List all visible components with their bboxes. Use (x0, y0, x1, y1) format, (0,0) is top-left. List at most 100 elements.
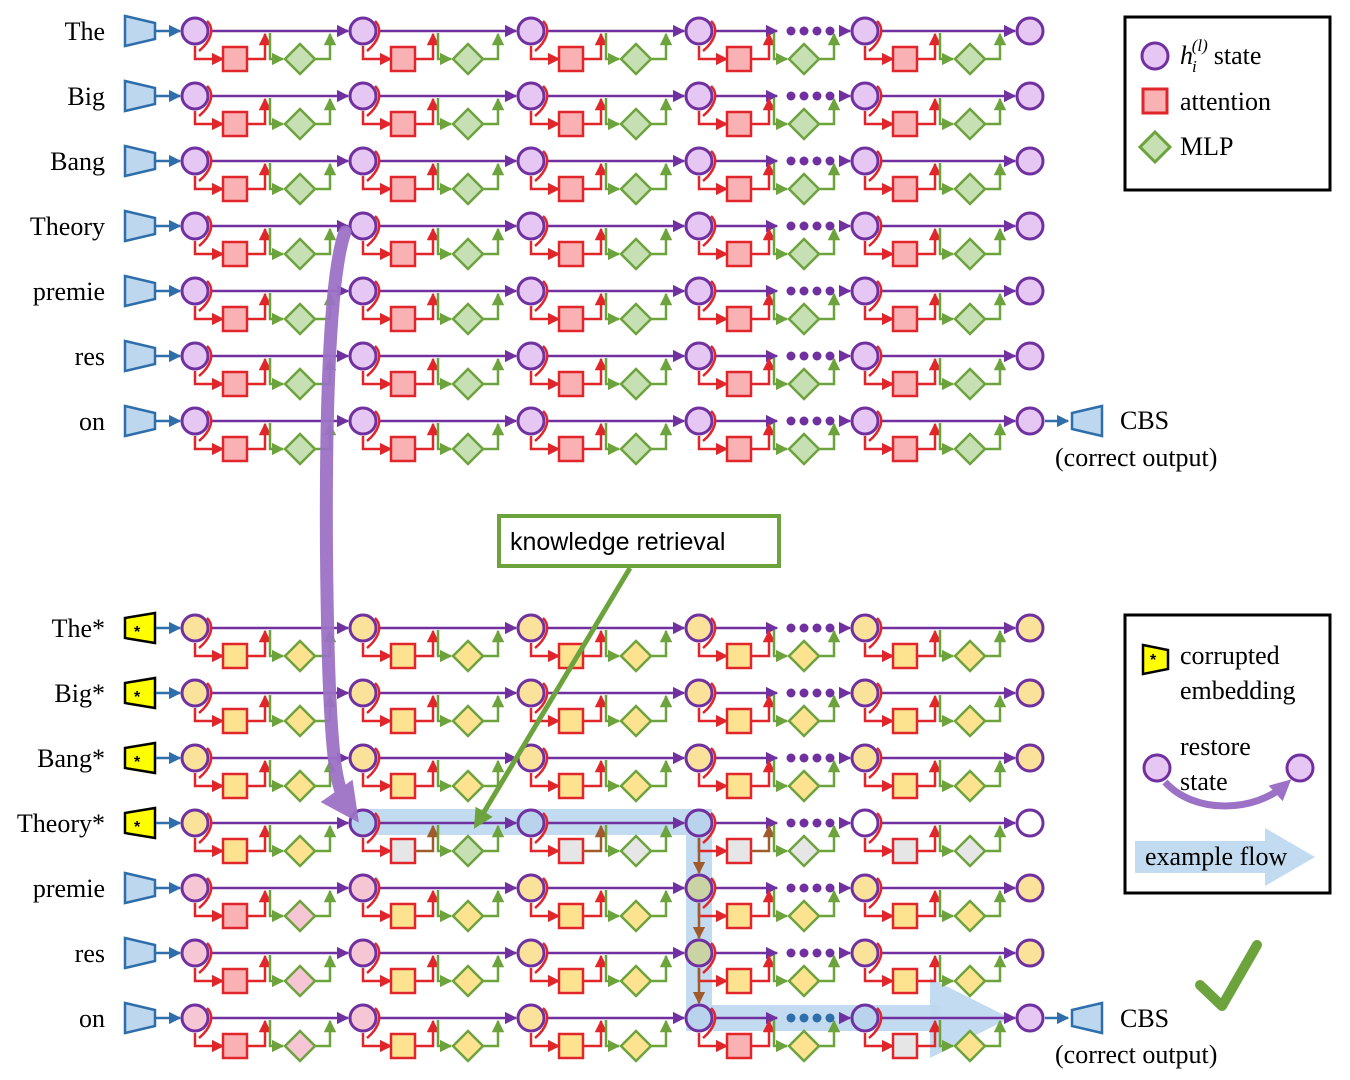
hidden-state-node (180, 743, 210, 773)
attention-curve (198, 942, 213, 974)
mlp-input (268, 825, 285, 858)
attention-block (221, 110, 249, 138)
attention-output (917, 357, 942, 386)
attention-curve (366, 1007, 381, 1039)
mlp-input (772, 825, 789, 858)
mlp-block (451, 769, 485, 803)
attention-output (415, 97, 440, 126)
mlp-block (619, 639, 653, 673)
hidden-state-node (684, 678, 714, 708)
mlp-output (483, 292, 505, 321)
attention-curve (702, 942, 717, 974)
attention-block (389, 45, 417, 73)
mlp-output (985, 629, 1007, 658)
attention-input (529, 968, 561, 988)
attention-curve (868, 1007, 883, 1039)
attention-input (193, 176, 225, 196)
attention-output (247, 694, 272, 723)
attention-block (891, 837, 919, 865)
attention-block (221, 435, 249, 463)
asterisk-icon: * (134, 689, 141, 706)
hidden-state-node (1015, 406, 1045, 436)
attention-output (917, 889, 942, 918)
attention-output (583, 694, 608, 723)
hidden-state-node (1015, 146, 1045, 176)
layer-row: * (123, 741, 1045, 803)
legend-restore-line1: restore (1180, 732, 1251, 761)
attention-block (389, 642, 417, 670)
attention-input (697, 371, 729, 391)
hidden-state-node (348, 341, 378, 371)
attention-output (415, 824, 440, 853)
attention-block (891, 175, 919, 203)
attention-output (247, 954, 272, 983)
attention-output (917, 422, 942, 451)
attention-curve (868, 345, 883, 377)
attention-output (247, 1019, 272, 1048)
ellipsis-dot (799, 753, 809, 763)
mlp-output (651, 1019, 673, 1048)
attention-curve (366, 877, 381, 909)
ellipsis-dot (799, 688, 809, 698)
legend-state-sup: (l) (1192, 36, 1208, 55)
mlp-block (787, 432, 821, 466)
mlp-block (787, 964, 821, 998)
attention-block (221, 837, 249, 865)
attention-curve (198, 85, 213, 117)
attention-curve (534, 345, 549, 377)
ellipsis-dot (786, 351, 796, 361)
attention-output (583, 629, 608, 658)
legend-state-text: hi (l) state (1180, 36, 1261, 76)
hidden-state-node (684, 276, 714, 306)
attention-block (725, 305, 753, 333)
legend-attention-icon (1141, 87, 1169, 115)
mlp-input (938, 955, 955, 988)
mlp-output (819, 694, 841, 723)
mlp-input (268, 1020, 285, 1053)
legend-restore-from-icon (1142, 753, 1172, 783)
attention-block (557, 435, 585, 463)
attention-curve (534, 747, 549, 779)
attention-curve (702, 877, 717, 909)
attention-block (557, 305, 585, 333)
attention-curve (868, 20, 883, 52)
attention-block (389, 902, 417, 930)
mlp-block (619, 704, 653, 738)
attention-curve (868, 877, 883, 909)
attention-input (863, 643, 895, 663)
attention-input (361, 176, 393, 196)
layer-row (123, 404, 1045, 466)
hidden-state-node (1015, 1003, 1045, 1033)
mlp-output (483, 357, 505, 386)
attention-block (725, 642, 753, 670)
legend-corrupted-line2: embedding (1180, 676, 1296, 705)
attention-block (891, 435, 919, 463)
attention-input (193, 838, 225, 858)
attention-curve (534, 85, 549, 117)
mlp-output (651, 97, 673, 126)
mlp-input (938, 630, 955, 663)
clean-run-grid (123, 14, 1104, 466)
mlp-block (619, 302, 653, 336)
hidden-state-node (348, 873, 378, 903)
mlp-input (772, 630, 789, 663)
attention-input (361, 838, 393, 858)
mlp-output (985, 759, 1007, 788)
asterisk-icon: * (1150, 652, 1157, 669)
layer-row (123, 14, 1045, 76)
hidden-state-node (684, 1003, 714, 1033)
attention-block (891, 1032, 919, 1060)
mlp-output (651, 629, 673, 658)
mlp-output (315, 759, 337, 788)
layer-row: * (123, 611, 1045, 673)
attention-block (725, 175, 753, 203)
attention-curve (702, 747, 717, 779)
token-label: Theory (30, 212, 105, 241)
output-unembedding-icon (1070, 1001, 1104, 1035)
hidden-state-node (850, 16, 880, 46)
corrupted-token-labels: The* Big* Bang* Theory* premie res on (17, 614, 105, 1033)
mlp-block (283, 834, 317, 868)
attention-block (557, 1032, 585, 1060)
asterisk-icon: * (134, 754, 141, 771)
hidden-state-node (180, 808, 210, 838)
